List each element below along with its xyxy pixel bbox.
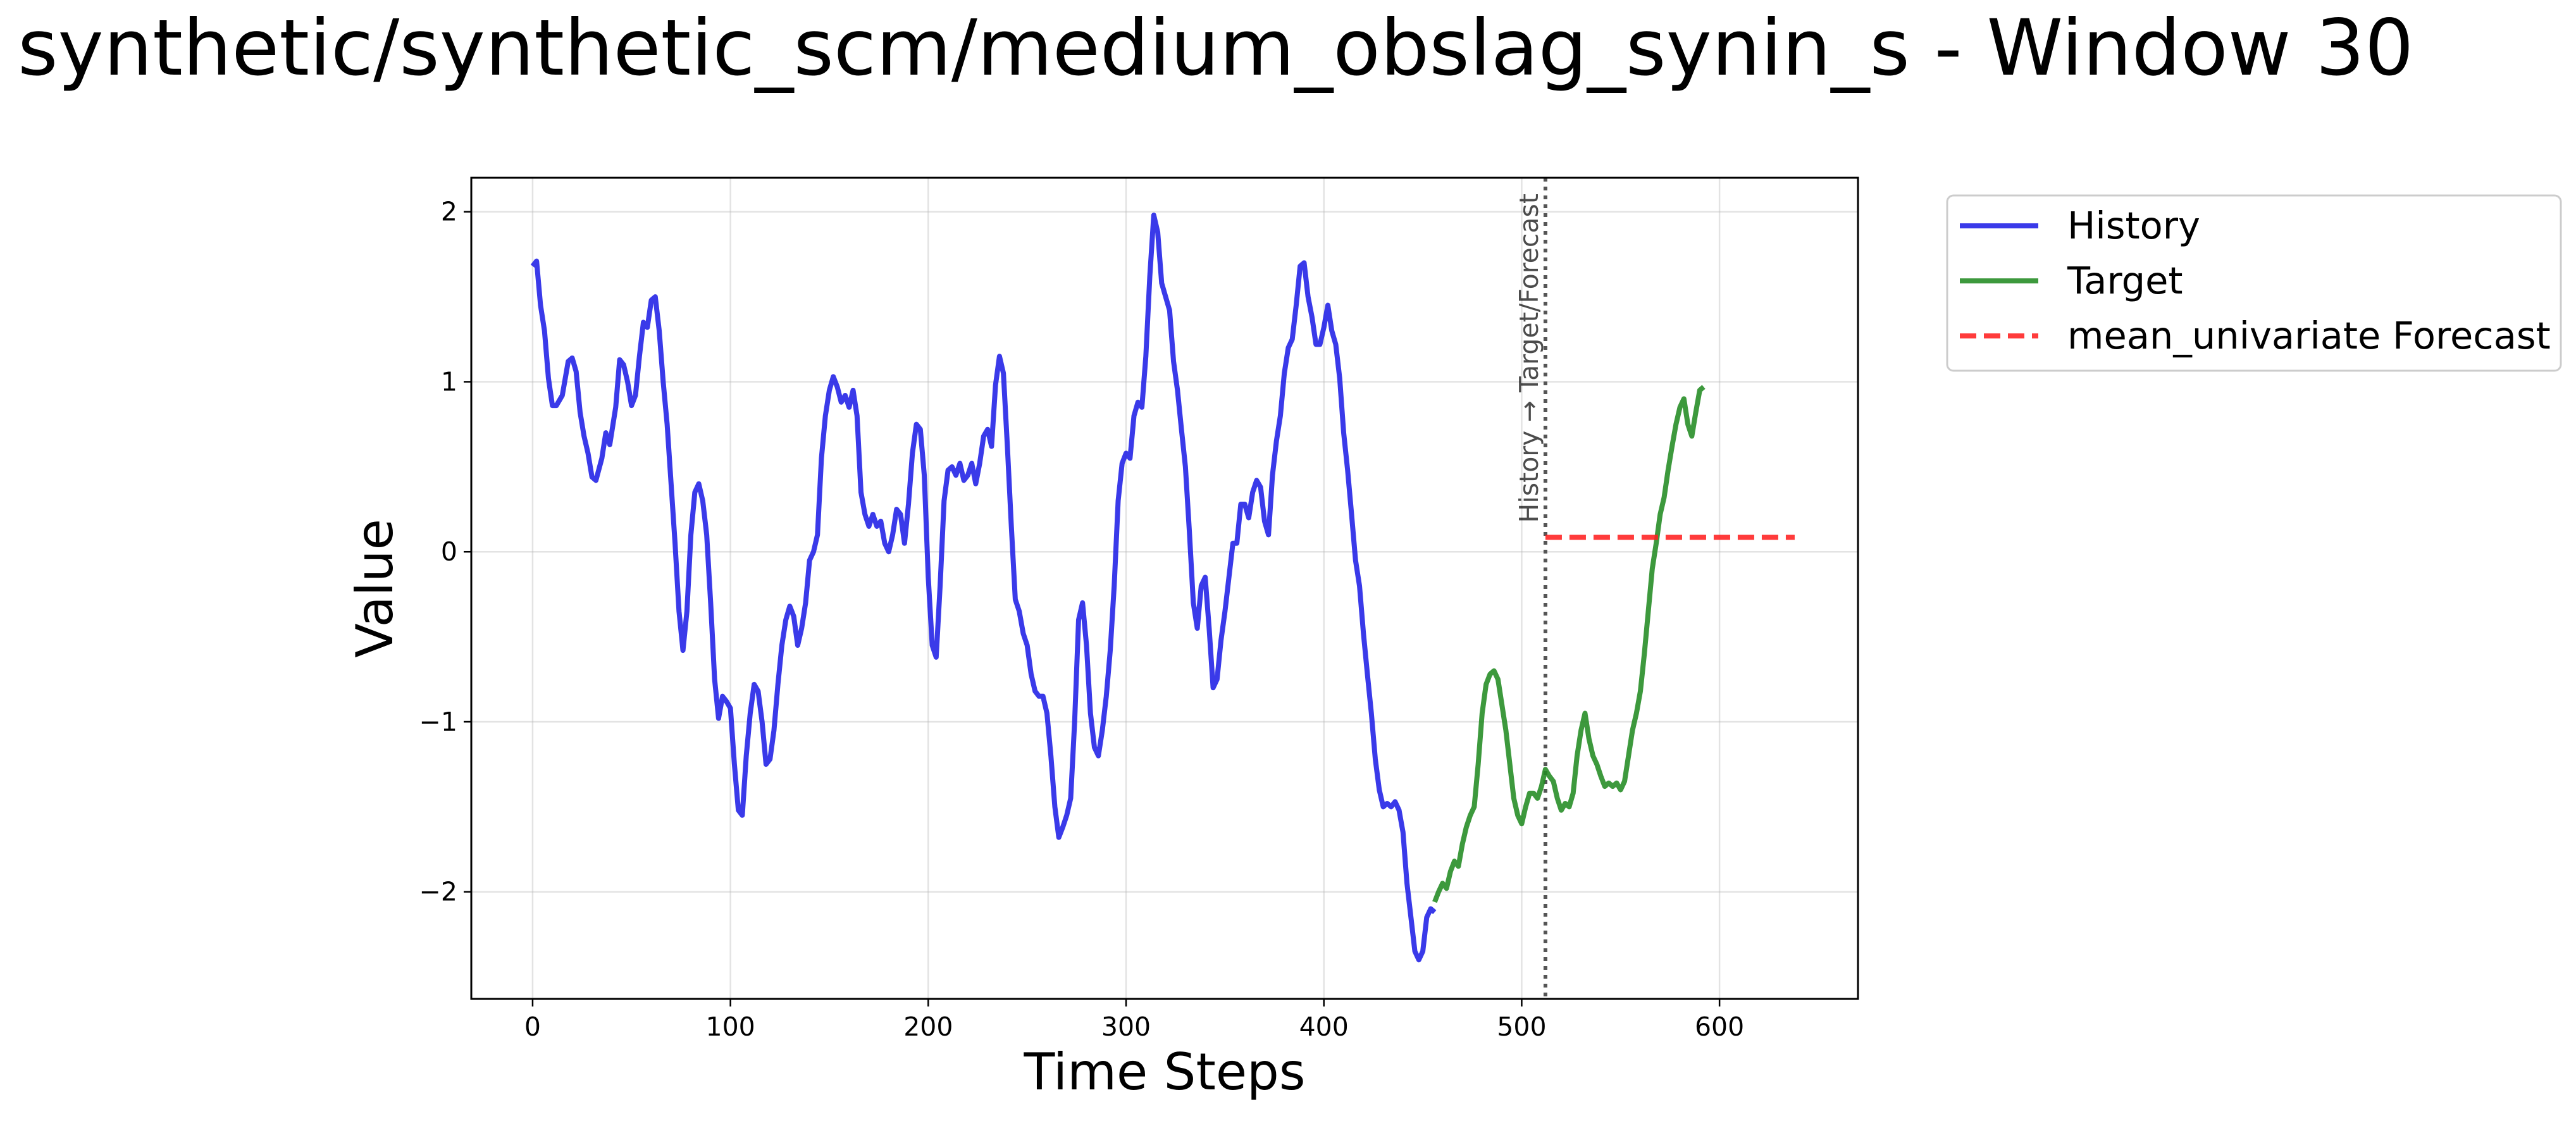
y-axis-label: Value [345,519,404,658]
legend-label: Target [2067,259,2183,302]
legend-label: History [2067,204,2200,247]
chart-title: synthetic/synthetic_scm/medium_obslag_sy… [18,3,2414,93]
x-tick-label: 0 [524,1012,541,1042]
x-axis-label: Time Steps [1023,1043,1305,1101]
legend-entries: History Target mean_univariate Forecast [1960,204,2551,357]
x-tick-label: 300 [1101,1012,1151,1042]
legend-box [1946,194,2562,372]
y-tick-label: −2 [419,877,457,907]
x-axis-ticks: 0 100 200 300 400 500 600 [524,999,1744,1042]
series-line-2 [1432,385,1706,903]
x-tick-label: 600 [1695,1012,1744,1042]
split-marker-label: History → Target/Forecast [1514,194,1544,523]
x-tick-label: 400 [1299,1012,1349,1042]
y-axis-ticks: −2 −1 0 1 2 [419,197,471,907]
x-tick-label: 500 [1497,1012,1546,1042]
plot-frame [470,177,1859,1000]
series-line-1 [530,213,1437,963]
legend-label: mean_univariate Forecast [2067,314,2551,357]
x-tick-label: 100 [705,1012,755,1042]
y-tick-label: −1 [419,707,457,737]
y-tick-label: 0 [441,536,457,567]
plot-background [471,178,1858,999]
x-tick-label: 200 [903,1012,953,1042]
y-tick-label: 2 [441,197,457,227]
y-tick-label: 1 [441,366,457,397]
legend: History Target mean_univariate Forecast [1946,194,2562,372]
series [530,213,1795,963]
